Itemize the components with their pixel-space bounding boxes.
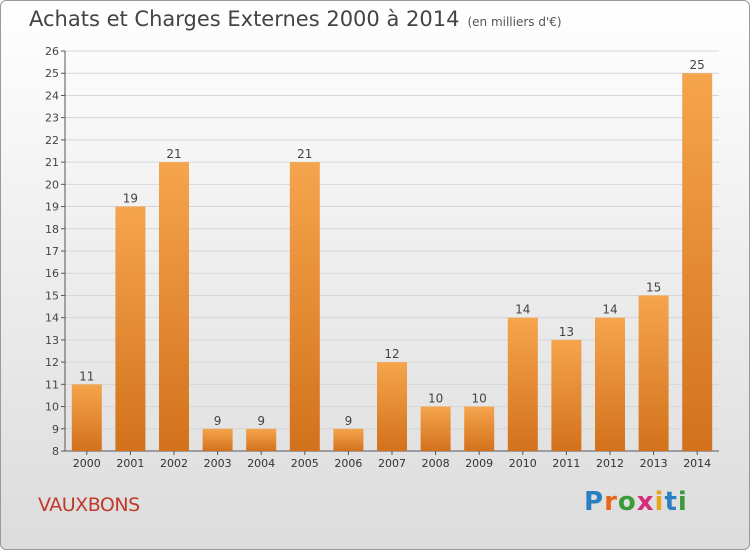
data-label-2003: 9: [214, 414, 222, 428]
y-tick-label: 8: [52, 445, 59, 458]
y-tick-label: 20: [45, 178, 59, 191]
data-label-2010: 14: [515, 303, 530, 317]
bar-2010: [507, 317, 538, 451]
data-label-2013: 15: [646, 280, 661, 294]
x-tick-label: 2007: [378, 457, 406, 470]
bar-2008: [420, 406, 451, 451]
x-tick-label: 2009: [465, 457, 493, 470]
x-tick-label: 2002: [160, 457, 188, 470]
logo-letter: r: [604, 487, 618, 517]
chart-title: Achats et Charges Externes 2000 à 2014 (e…: [29, 7, 562, 31]
y-tick-label: 22: [45, 134, 59, 147]
bar-2002: [159, 162, 189, 451]
y-tick-label: 11: [45, 378, 59, 391]
y-tick-label: 23: [45, 112, 59, 125]
bar-2013: [638, 295, 669, 451]
bar-2000: [71, 384, 102, 451]
data-label-2008: 10: [428, 392, 443, 406]
bar-2007: [377, 362, 407, 451]
logo-letter: i: [677, 487, 688, 517]
y-tick-label: 12: [45, 356, 59, 369]
data-label-2002: 21: [166, 147, 181, 161]
data-label-2014: 25: [690, 58, 705, 72]
bar-2011: [551, 339, 582, 451]
bar-2012: [595, 317, 625, 451]
y-tick-label: 25: [45, 67, 59, 80]
logo-letter: t: [664, 487, 678, 517]
x-tick-label: 2008: [422, 457, 450, 470]
proxiti-logo[interactable]: Proxiti: [584, 487, 688, 517]
y-tick-label: 13: [45, 334, 59, 347]
x-tick-label: 2006: [334, 457, 362, 470]
x-tick-label: 2000: [73, 457, 101, 470]
data-label-2006: 9: [345, 414, 353, 428]
x-tick-label: 2012: [596, 457, 624, 470]
data-label-2009: 10: [472, 392, 487, 406]
data-labels: 11 19 21 9 9 21 9 12 10 10 14 13 14 15 25: [79, 58, 705, 428]
data-label-2001: 19: [123, 192, 138, 206]
y-tick-label: 18: [45, 223, 59, 236]
y-tick-label: 10: [45, 401, 59, 414]
x-tick-label: 2005: [291, 457, 319, 470]
data-label-2007: 12: [384, 347, 399, 361]
data-label-2005: 21: [297, 147, 312, 161]
logo-letter: P: [584, 487, 605, 517]
y-tick-label: 26: [45, 45, 59, 58]
x-tick-label: 2001: [116, 457, 144, 470]
title-text: Achats et Charges Externes 2000 à 2014: [29, 7, 460, 31]
y-tick-label: 16: [45, 267, 59, 280]
logo-letter: i: [654, 487, 665, 517]
y-axis-ticks: 8 9 10 11 12 13 14 15 16 17 18 19 20 21 22 23 24 25 26: [45, 45, 65, 458]
y-tick-label: 14: [45, 312, 59, 325]
data-label-2012: 14: [602, 303, 617, 317]
data-label-2004: 9: [257, 414, 265, 428]
logo-letter: x: [636, 487, 655, 517]
x-tick-label: 2013: [640, 457, 668, 470]
bars: [71, 73, 713, 451]
x-tick-label: 2004: [247, 457, 275, 470]
y-tick-label: 15: [45, 289, 59, 302]
data-label-2000: 11: [79, 369, 94, 383]
x-tick-label: 2003: [204, 457, 232, 470]
bar-2005: [289, 162, 320, 451]
bar-2004: [246, 428, 277, 451]
x-tick-label: 2010: [509, 457, 537, 470]
x-tick-label: 2014: [683, 457, 711, 470]
title-unit: (en milliers d'€): [467, 15, 562, 29]
x-tick-label: 2011: [552, 457, 580, 470]
data-label-2011: 13: [559, 325, 574, 339]
y-tick-label: 17: [45, 245, 59, 258]
bar-2006: [333, 428, 364, 451]
commune-name: VAUXBONS: [38, 494, 140, 516]
x-axis-ticks: 2000 2001 2002 2003 2004 2005 2006 2007 2008 2009…: [73, 451, 711, 470]
bar-2014: [682, 73, 713, 451]
y-tick-label: 24: [45, 89, 59, 102]
y-tick-label: 9: [52, 423, 59, 436]
bar-2001: [115, 206, 146, 451]
bar-2003: [202, 428, 233, 451]
y-tick-label: 19: [45, 201, 59, 214]
y-tick-label: 21: [45, 156, 59, 169]
bar-2009: [464, 406, 495, 451]
logo-letter: o: [617, 487, 637, 517]
